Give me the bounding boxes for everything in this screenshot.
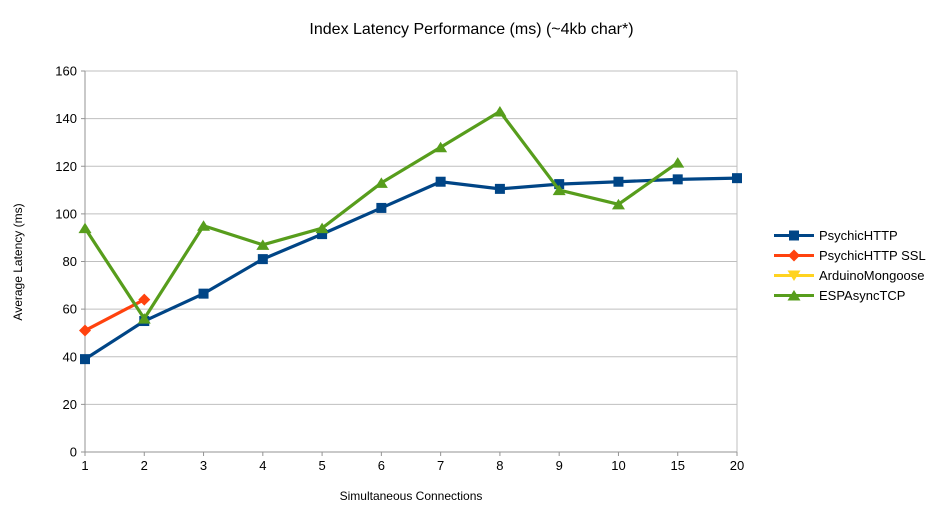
legend-item-label: PsychicHTTP [819, 227, 898, 243]
series-line-espasynctcp [83, 109, 680, 321]
data-point-marker [434, 141, 448, 153]
data-point-marker [197, 220, 211, 231]
y-axis-title: Average Latency (ms) [11, 203, 25, 321]
x-tick-label: 7 [437, 458, 444, 473]
triangle-up-legend-marker-icon [774, 290, 814, 301]
x-tick-label: 3 [200, 458, 207, 473]
triangle-down-legend-marker-icon [774, 270, 814, 281]
data-point-marker [732, 173, 742, 184]
x-tick-label: 2 [141, 458, 148, 473]
data-point-marker [435, 176, 446, 187]
legend-item-label: ArduinoMongoose [819, 267, 925, 283]
legend-marker [787, 270, 801, 281]
chart-title: Index Latency Performance (ms) (~4kb cha… [309, 21, 634, 38]
data-point-marker [552, 184, 566, 196]
y-tick-label: 0 [70, 445, 77, 460]
legend-item: ArduinoMongoose [774, 269, 926, 282]
data-point-marker [611, 198, 625, 210]
data-point-marker [376, 202, 387, 213]
series-line-psychichttp [83, 176, 739, 361]
legend-item-label: PsychicHTTP SSL [819, 247, 926, 263]
legend-item: PsychicHTTP SSL [774, 249, 926, 262]
data-point-marker [671, 157, 685, 168]
legend: PsychicHTTP PsychicHTTP SSL ArduinoMongoos… [774, 225, 926, 306]
x-axis-title: Simultaneous Connections [339, 489, 483, 503]
data-point-marker [672, 174, 683, 185]
y-tick-label: 40 [63, 349, 77, 364]
legend-item: ESPAsyncTCP [774, 289, 926, 302]
data-point-marker [613, 176, 624, 187]
legend-marker [789, 230, 799, 241]
x-tick-label: 20 [730, 458, 744, 473]
data-point-marker [494, 183, 505, 194]
y-tick-label: 100 [55, 206, 77, 221]
x-tick-label: 1 [81, 458, 88, 473]
data-point-marker [79, 324, 91, 337]
x-tick-label: 8 [496, 458, 503, 473]
data-point-marker [315, 222, 329, 234]
y-tick-label: 60 [63, 302, 77, 317]
data-point-marker [198, 288, 209, 299]
x-tick-label: 4 [259, 458, 266, 473]
x-tick-label: 9 [556, 458, 563, 473]
y-tick-label: 120 [55, 159, 77, 174]
data-point-marker [256, 239, 270, 250]
data-point-marker [493, 105, 507, 117]
diamond-legend-marker-icon [774, 249, 814, 262]
x-tick-label: 15 [670, 458, 684, 473]
y-tick-label: 20 [63, 397, 77, 412]
x-tick-label: 6 [378, 458, 385, 473]
data-point-marker [374, 177, 388, 188]
square-legend-marker-icon [774, 230, 814, 241]
y-tick-label: 160 [55, 64, 77, 79]
data-point-marker [317, 229, 328, 240]
x-tick-label: 5 [318, 458, 325, 473]
data-point-marker [554, 179, 565, 190]
data-point-marker [138, 293, 151, 306]
data-point-marker [137, 313, 151, 324]
y-tick-label: 140 [55, 111, 77, 126]
legend-item: PsychicHTTP [774, 229, 926, 242]
data-point-marker [80, 354, 90, 365]
x-tick-label: 10 [611, 458, 625, 473]
data-point-marker [78, 222, 92, 234]
legend-marker [788, 249, 800, 262]
y-tick-label: 80 [63, 254, 77, 269]
legend-marker [787, 290, 801, 301]
data-point-marker [257, 254, 268, 265]
legend-item-label: ESPAsyncTCP [819, 288, 906, 304]
